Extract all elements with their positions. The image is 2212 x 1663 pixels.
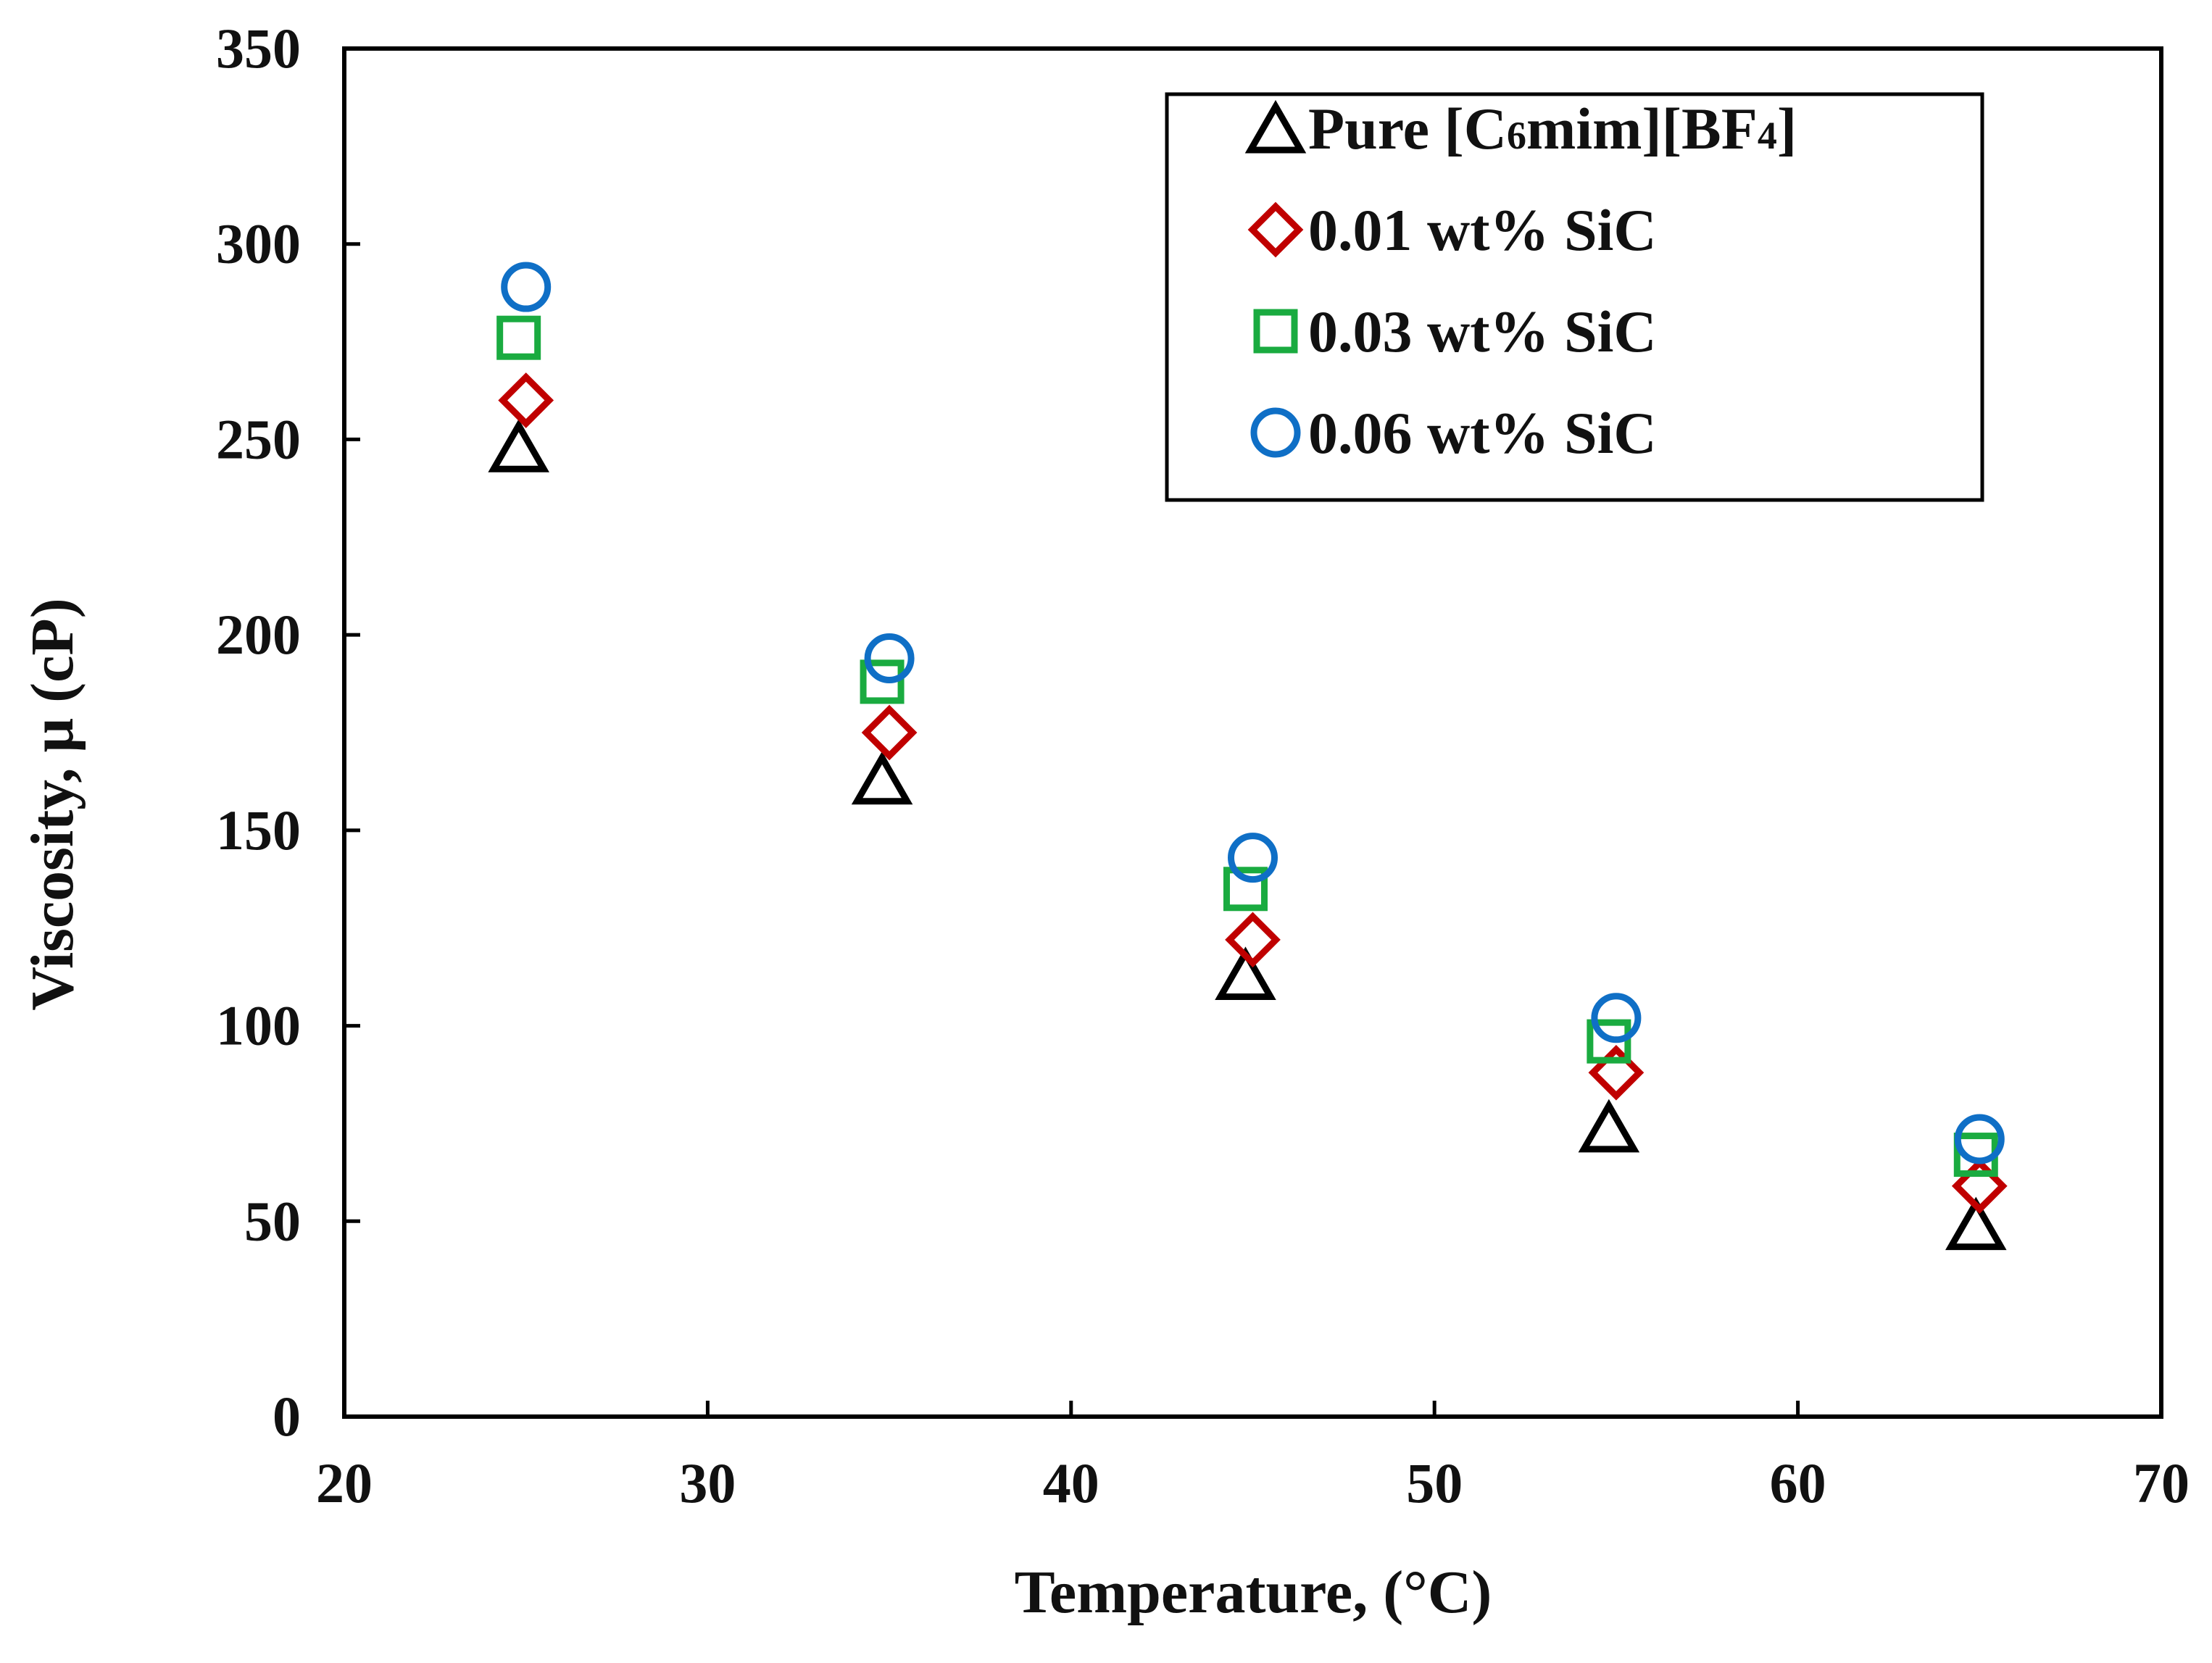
- square-point: [496, 315, 541, 360]
- legend-square-icon: [1253, 309, 1298, 354]
- y-tick-label: 0: [273, 1385, 301, 1448]
- x-tick-label: 20: [316, 1451, 373, 1514]
- legend-label: Pure [C6mim][BF4]: [1308, 96, 1797, 162]
- square-point: [1587, 1019, 1631, 1064]
- legend-label: 0.01 wt% SiC: [1308, 197, 1657, 263]
- legend: Pure [C6mim][BF4] 0.01 wt% SiC 0.03 wt% Si…: [1165, 92, 1984, 502]
- legend-triangle-icon: [1244, 99, 1307, 154]
- circle-point: [864, 633, 915, 684]
- legend-circle-icon: [1250, 407, 1301, 458]
- legend-box: [1165, 92, 1984, 502]
- legend-diamond-icon: [1247, 201, 1304, 258]
- x-tick-label: 50: [1406, 1451, 1463, 1514]
- plot-area: [342, 46, 2163, 1419]
- y-tick-label: 100: [216, 994, 301, 1057]
- triangle-point: [1945, 1196, 2007, 1251]
- diamond-point: [498, 372, 554, 428]
- diamond-point: [861, 704, 918, 761]
- y-axis-label: Viscosity, μ (cP): [19, 598, 86, 1010]
- y-axis-ticks: 0 50 100 150 200 250 300 350: [216, 17, 360, 1448]
- x-tick-label: 60: [1770, 1451, 1826, 1514]
- y-tick-label: 150: [216, 799, 301, 862]
- diamond-point: [1951, 1158, 2008, 1214]
- circle-point: [501, 262, 552, 312]
- triangle-point: [851, 751, 913, 805]
- y-tick-label: 350: [216, 17, 301, 80]
- x-axis-label: Temperature, (°C): [1015, 1559, 1492, 1626]
- diamond-point: [1225, 912, 1281, 968]
- y-tick-label: 50: [244, 1189, 301, 1252]
- x-tick-label: 70: [2133, 1451, 2190, 1514]
- data-markers: [488, 262, 2008, 1251]
- y-tick-label: 200: [216, 603, 301, 666]
- triangle-point: [1578, 1099, 1640, 1153]
- legend-label: 0.03 wt% SiC: [1308, 299, 1657, 364]
- y-tick-label: 300: [216, 212, 301, 275]
- circle-point: [1228, 833, 1278, 883]
- x-tick-label: 30: [679, 1451, 736, 1514]
- square-point: [1223, 867, 1268, 912]
- x-tick-label: 40: [1043, 1451, 1099, 1514]
- diamond-point: [1588, 1044, 1645, 1101]
- x-axis-ticks: 20 30 40 50 60 70: [316, 1401, 2190, 1514]
- y-tick-label: 250: [216, 407, 301, 470]
- triangle-point: [1215, 946, 1276, 1000]
- circle-point: [1954, 1114, 2005, 1164]
- square-point: [860, 659, 905, 704]
- legend-label: 0.06 wt% SiC: [1308, 400, 1657, 466]
- triangle-point: [488, 419, 549, 472]
- circle-point: [1591, 993, 1642, 1043]
